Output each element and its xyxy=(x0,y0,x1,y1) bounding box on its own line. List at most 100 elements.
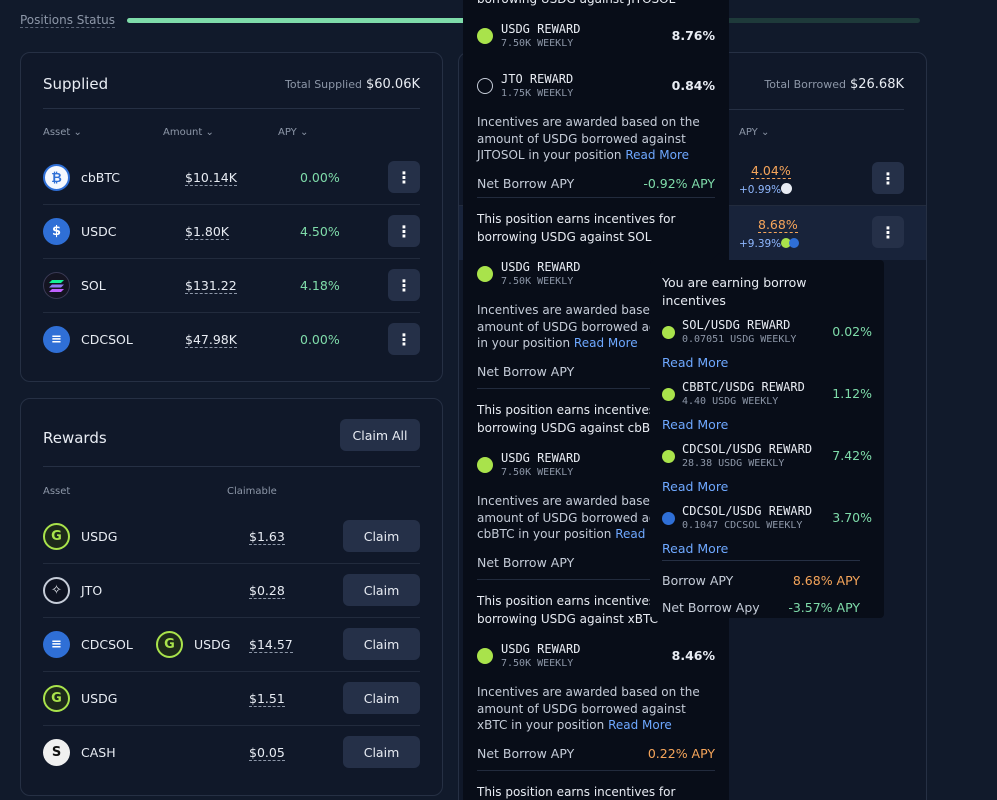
bonus-apy: +9.39% xyxy=(739,238,782,250)
total-supplied: Total Supplied $60.06K xyxy=(285,77,420,92)
claimable-amount[interactable]: $14.57 xyxy=(249,637,293,653)
net-borrow-label: Net Borrow APY xyxy=(477,175,575,191)
section-title: This position earns incentives for xyxy=(477,785,676,799)
usdg-icon: G xyxy=(43,523,70,550)
reward-item: CDCSOL/USDG REWARD 28.38 USDG WEEKLY 7.4… xyxy=(662,440,872,502)
reward-name: USDG REWARD xyxy=(501,451,581,465)
supplied-amount[interactable]: $131.22 xyxy=(185,278,237,294)
supplied-row: $ USDC $1.80K 4.50% ⋮ xyxy=(43,205,420,259)
supplied-apy: 0.00% xyxy=(300,170,340,185)
tooltip-section-next: This position earns incentives for xyxy=(477,771,715,800)
claim-button[interactable]: Claim xyxy=(343,520,420,552)
reward-item: CBBTC/USDG REWARD 4.40 USDG WEEKLY 1.12%… xyxy=(662,378,872,440)
read-more-link[interactable]: Read More xyxy=(608,718,672,732)
asset-name-secondary: USDG xyxy=(194,637,231,652)
jto-icon: ✧ xyxy=(43,577,70,604)
column-header-amount[interactable]: Amount ⌄ xyxy=(163,127,214,138)
cdcsol-icon xyxy=(662,512,675,525)
claim-button[interactable]: Claim xyxy=(343,574,420,606)
total-borrowed-label: Total Borrowed xyxy=(764,78,846,91)
tooltip-section-xbtc: This position earns incentives for borro… xyxy=(477,580,715,771)
claimable-amount[interactable]: $0.05 xyxy=(249,745,285,761)
usdg-icon xyxy=(662,388,675,401)
row-menu-button[interactable]: ⋮ xyxy=(872,216,904,248)
borrow-incentives-tooltip: borrowing USDG against JITOSOL USDG REWA… xyxy=(463,0,729,800)
asset-name: USDC xyxy=(81,224,117,239)
row-menu-button[interactable]: ⋮ xyxy=(388,323,420,355)
row-menu-button[interactable]: ⋮ xyxy=(388,269,420,301)
claimable-amount[interactable]: $0.28 xyxy=(249,583,285,599)
row-menu-button[interactable]: ⋮ xyxy=(872,162,904,194)
claimable-amount[interactable]: $1.63 xyxy=(249,529,285,545)
cdcsol-icon: ≡ xyxy=(43,326,70,353)
usdc-icon: $ xyxy=(43,218,70,245)
net-borrow-apy: Net Borrow APY xyxy=(477,364,715,384)
reward-pct: 1.12% xyxy=(832,386,872,401)
reward-row: S CASH $0.05 Claim xyxy=(43,726,420,780)
column-header-apy[interactable]: APY ⌄ xyxy=(278,127,309,138)
reward-item: USDG REWARD 7.50K WEEKLY xyxy=(477,258,715,294)
reward-row: G USDG $1.51 Claim xyxy=(43,672,420,726)
incentive-description: Incentives are awarded based on the amou… xyxy=(477,114,715,164)
reward-item: CDCSOL/USDG REWARD 0.1047 CDCSOL WEEKLY … xyxy=(662,502,872,558)
supplied-amount[interactable]: $10.14K xyxy=(185,170,237,186)
reward-item: USDG REWARD 7.50K WEEKLY 8.46% xyxy=(477,640,715,676)
cash-icon: S xyxy=(43,739,70,766)
supplied-title: Supplied xyxy=(43,75,109,93)
supplied-amount[interactable]: $1.80K xyxy=(185,224,229,240)
claim-button[interactable]: Claim xyxy=(343,682,420,714)
supplied-row: SOL $131.22 4.18% ⋮ xyxy=(43,259,420,313)
read-more-link[interactable]: Read More xyxy=(625,148,690,162)
column-header-apy[interactable]: APY ⌄ xyxy=(739,127,770,138)
reward-sub: 7.50K WEEKLY xyxy=(501,276,574,287)
section-title: This position earns incentives for borro… xyxy=(477,594,676,626)
description-text: Incentives are awarded based on the amou… xyxy=(477,685,700,732)
read-more-link[interactable]: Read More xyxy=(662,541,729,556)
reward-name: CDCSOL/USDG REWARD xyxy=(682,442,813,456)
column-header-asset[interactable]: Asset ⌄ xyxy=(43,127,82,138)
reward-name: CBBTC/USDG REWARD xyxy=(682,380,805,394)
reward-sub: 7.50K WEEKLY xyxy=(501,38,574,49)
rewards-card: Rewards Claim All Asset Claimable G USDG… xyxy=(20,398,443,796)
read-more-link[interactable]: Read More xyxy=(662,417,729,432)
supplied-apy: 4.50% xyxy=(300,224,340,239)
reward-row: ✧ JTO $0.28 Claim xyxy=(43,564,420,618)
supplied-row: ₿ cbBTC $10.14K 0.00% ⋮ xyxy=(43,151,420,205)
asset-name: SOL xyxy=(81,278,106,293)
net-borrow-value: -3.57% APY xyxy=(788,600,860,615)
reward-pct: 8.76% xyxy=(671,28,715,43)
tooltip-section-sol: This position earns incentives for borro… xyxy=(477,198,715,389)
positions-status-label: Positions Status xyxy=(20,13,116,28)
reward-sub: 7.50K WEEKLY xyxy=(501,467,574,478)
read-more-link[interactable]: Read More xyxy=(662,355,729,370)
claim-button[interactable]: Claim xyxy=(343,736,420,768)
asset-name: CDCSOL xyxy=(81,332,133,347)
read-more-link[interactable]: Read More xyxy=(573,336,638,350)
earning-incentives-tooltip: You are earning borrow incentives SOL/US… xyxy=(650,253,884,620)
claimable-amount[interactable]: $1.51 xyxy=(249,691,285,707)
tooltip-section-jitosol: borrowing USDG against JITOSOL USDG REWA… xyxy=(477,0,715,198)
reward-row: ≡ CDCSOL G USDG $14.57 Claim xyxy=(43,618,420,672)
usdg-icon xyxy=(662,450,675,463)
reward-sub: 7.50K WEEKLY xyxy=(501,658,574,669)
incentive-description: Incentives are awarded based on the amou… xyxy=(477,684,715,734)
reward-name: USDG REWARD xyxy=(501,642,581,656)
supplied-amount[interactable]: $47.98K xyxy=(185,332,237,348)
reward-name: SOL/USDG REWARD xyxy=(682,318,791,332)
asset-name: CASH xyxy=(81,745,116,760)
borrow-apy[interactable]: 8.68% xyxy=(758,217,798,233)
borrow-apy[interactable]: 4.04% xyxy=(751,163,791,179)
net-borrow-label: Net Borrow APY xyxy=(477,745,575,761)
reward-name: USDG REWARD xyxy=(501,22,581,36)
apy-summary: Borrow APY 8.68% APY Net Borrow Apy -3.5… xyxy=(662,560,860,620)
section-title: This position earns incentives for borro… xyxy=(477,212,676,244)
asset-name: cbBTC xyxy=(81,170,121,185)
claim-all-button[interactable]: Claim All xyxy=(340,419,420,451)
supplied-apy: 4.18% xyxy=(300,278,340,293)
supplied-card: Supplied Total Supplied $60.06K Asset ⌄ A… xyxy=(20,52,443,382)
row-menu-button[interactable]: ⋮ xyxy=(388,161,420,193)
row-menu-button[interactable]: ⋮ xyxy=(388,215,420,247)
read-more-link[interactable]: Read More xyxy=(662,479,729,494)
claim-button[interactable]: Claim xyxy=(343,628,420,660)
cash-icon xyxy=(781,183,792,194)
